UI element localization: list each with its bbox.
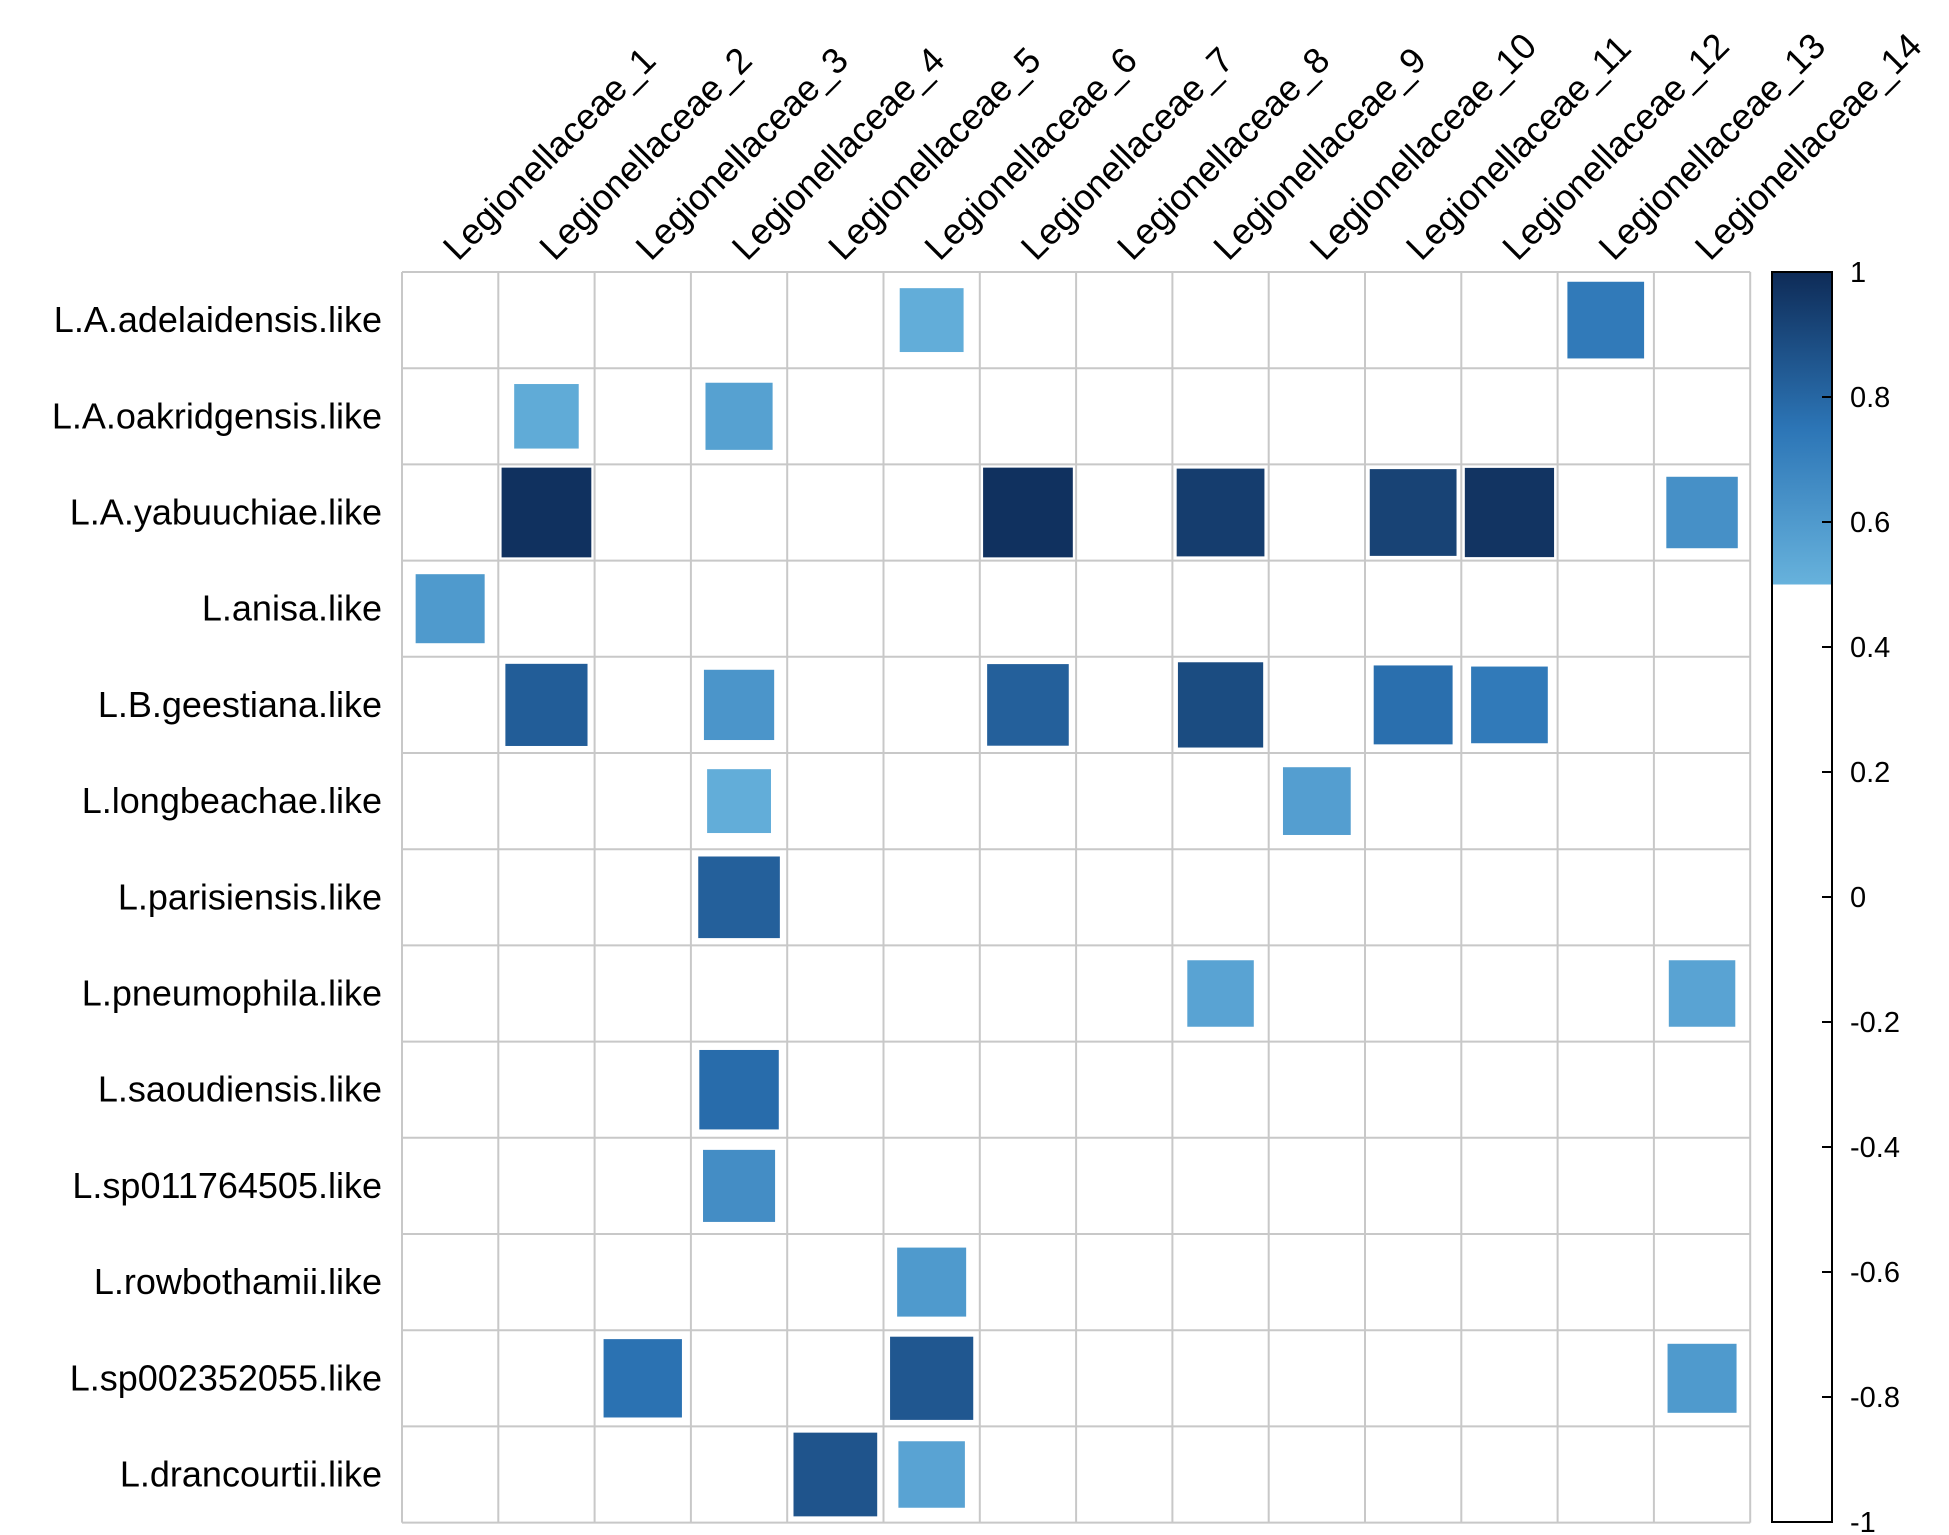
row-label: L.A.adelaidensis.like — [54, 299, 382, 340]
heatmap-cell — [414, 572, 487, 645]
row-label: L.sp002352055.like — [70, 1357, 382, 1398]
row-label: L.longbeachae.like — [82, 780, 382, 821]
heatmap-cell — [1565, 280, 1646, 360]
colorbar-blank — [1772, 584, 1832, 1522]
heatmap-grid — [401, 271, 1752, 1524]
colorbar-gradient — [1772, 272, 1832, 585]
heatmap-cell — [888, 1335, 975, 1422]
row-label: L.saoudiensis.like — [98, 1069, 382, 1110]
heatmap-cell — [1176, 660, 1265, 750]
colorbar-tick-label: 0.6 — [1850, 507, 1890, 539]
heatmap-cell — [703, 381, 775, 452]
row-label: L.sp011764505.like — [72, 1165, 382, 1206]
colorbar-tick-label: 0.4 — [1850, 632, 1890, 664]
row-label: L.anisa.like — [202, 588, 382, 629]
heatmap-cell — [696, 854, 782, 940]
colorbar-tick-label: -0.8 — [1850, 1382, 1900, 1414]
row-label: L.A.yabuuchiae.like — [70, 492, 382, 533]
colorbar-tick-label: -0.4 — [1850, 1132, 1900, 1164]
heatmap-cell — [981, 466, 1075, 559]
heatmap-cell — [602, 1337, 684, 1419]
heatmap-cell — [1664, 475, 1740, 550]
row-label: L.pneumophila.like — [82, 973, 382, 1014]
colorbar-tick-label: -0.6 — [1850, 1257, 1900, 1289]
heatmap-cell — [791, 1431, 879, 1518]
heatmap-cell — [702, 668, 776, 742]
row-label: L.parisiensis.like — [118, 876, 382, 917]
heatmap-cell — [500, 466, 593, 559]
heatmap-cell — [1372, 663, 1455, 746]
heatmap-cell — [701, 1148, 777, 1224]
heatmap-cell — [512, 382, 581, 451]
row-label: L.A.oakridgensis.like — [52, 395, 382, 436]
heatmap-cell — [896, 1439, 967, 1510]
colorbar-tick-label: 0 — [1850, 882, 1866, 914]
heatmap-cell — [1185, 958, 1256, 1029]
heatmap-cell — [1666, 1342, 1739, 1415]
heatmap-cell — [985, 662, 1071, 748]
column-labels: Legionellaceae_1Legionellaceae_2Legionel… — [435, 25, 1930, 268]
heatmap-cell — [1175, 467, 1266, 558]
row-label: L.rowbothamii.like — [94, 1261, 382, 1302]
colorbar-tick-label: 0.2 — [1850, 757, 1890, 789]
heatmap-cell — [697, 1048, 781, 1131]
heatmap-cell — [1463, 466, 1556, 559]
colorbar-tick-label: 1 — [1850, 257, 1866, 289]
row-labels: L.A.adelaidensis.like L.A.oakridgensis.li… — [52, 299, 382, 1494]
heatmap-cell — [705, 767, 773, 835]
colorbar-tick-label: -0.2 — [1850, 1007, 1900, 1039]
heatmap-cell — [898, 286, 966, 354]
heatmap-cell — [1469, 665, 1550, 745]
row-label: L.drancourtii.like — [120, 1454, 382, 1495]
colorbar-tick-label: -1 — [1850, 1507, 1876, 1535]
heatmap-cells — [414, 280, 1740, 1518]
heatmap-cell — [503, 662, 590, 748]
heatmap-cell — [1667, 958, 1737, 1029]
heatmap-cell — [895, 1246, 968, 1319]
colorbar-tick-label: 0.8 — [1850, 382, 1890, 414]
colorbar: 1 0.8 0.6 0.4 0.2 0 -0.2 -0.4 -0.6 -0.8 -1 — [1771, 257, 1900, 1535]
row-label: L.B.geestiana.like — [98, 684, 382, 725]
heatmap-cell — [1281, 765, 1353, 837]
heatmap-cell — [1368, 467, 1459, 558]
